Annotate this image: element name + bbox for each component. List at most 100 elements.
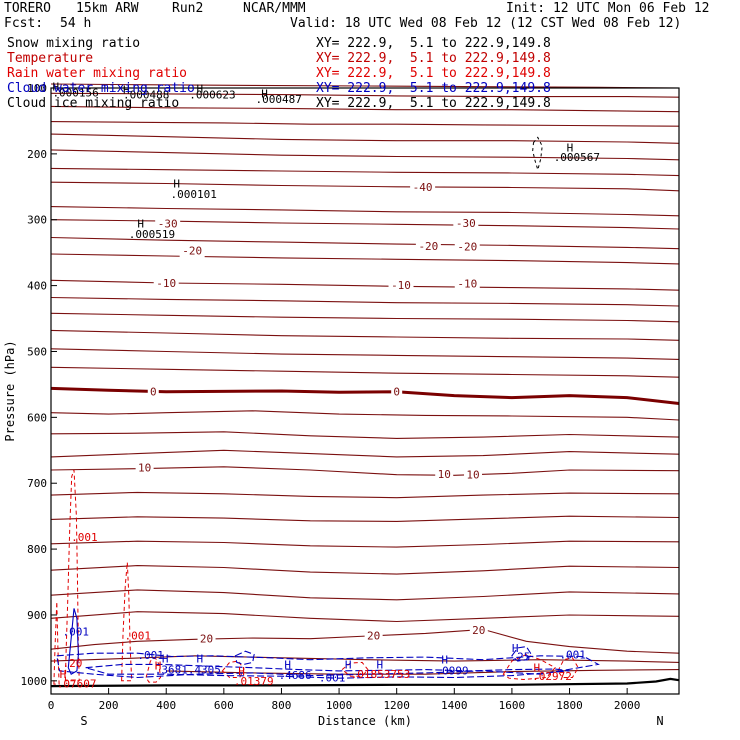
isotherm-line [50, 92, 680, 98]
temp-label-bg [454, 240, 480, 254]
temp-label-bg [453, 217, 479, 231]
cloud-water-label: .3681.4305 [155, 664, 221, 677]
cloud-water-label: H [512, 642, 519, 655]
cloud-water-label: .001 [559, 648, 586, 661]
y-tick-label: 700 [27, 477, 47, 490]
cloud-water-label: .25 [510, 650, 530, 663]
temp-label: -10 [391, 279, 411, 292]
cloud-water-label: .0999 [436, 664, 469, 677]
cloud-water-label: H [162, 652, 169, 665]
forecast-hour: 54 h [60, 16, 92, 31]
isotherm-line [50, 410, 680, 421]
isotherm-line [50, 329, 680, 341]
y-tick-label: 400 [27, 280, 47, 293]
temp-label: 20 [200, 633, 213, 646]
cloud-water-label: H [441, 654, 448, 667]
x-tick-label: 1800 [556, 699, 583, 712]
isotherm-line [50, 312, 680, 323]
rain-label: H [238, 665, 245, 678]
init-time: Init: 12 UTC Mon 06 Feb 12 [506, 1, 710, 16]
cloud-water-label: H [377, 658, 384, 671]
isotherm-line [50, 206, 680, 217]
snow-label: .000567 [554, 151, 600, 164]
rain-contour [341, 661, 369, 677]
forecast-label: Fcst: [4, 16, 44, 31]
temp-label-bg [153, 276, 179, 290]
contour-labels: -40 -30 -30 -20 -20 -20 -10 -10 -10 0 0 10 10 10 20 20 2… [52, 81, 600, 691]
y-tick-label-top: 100 [27, 82, 47, 95]
legend-temperature: Temperature [7, 51, 94, 66]
temp-label: 0 [393, 386, 400, 399]
y-tick-label: 1000 [21, 675, 48, 688]
legend-cloud-ice: Cloud ice mixing ratio [7, 96, 180, 111]
temp-label-bg [415, 240, 441, 254]
x-tick-label: 600 [214, 699, 234, 712]
isotherm-line [50, 491, 680, 499]
isotherm-line [50, 431, 680, 439]
cloud-water-label: H [284, 658, 291, 671]
temp-label: -20 [418, 240, 438, 253]
isotherm-line [50, 279, 680, 291]
isotherm-line [50, 105, 680, 113]
xy-cloud-water: XY= 222.9, 5.1 to 222.9,149.8 [316, 81, 551, 96]
x-tick-label: 1400 [441, 699, 468, 712]
rain-label: .07607 [57, 677, 97, 690]
rain-label: .01379 [234, 675, 274, 688]
rain-contour [145, 657, 162, 683]
xy-rain: XY= 222.9, 5.1 to 222.9,149.8 [316, 66, 551, 81]
rain-contour [502, 653, 556, 681]
temp-label-bg [391, 385, 403, 399]
temp-label-bg [454, 277, 480, 291]
snow-contour [532, 136, 543, 172]
x-tick-label: 2000 [614, 699, 641, 712]
snow-label: H [261, 87, 268, 100]
temp-label: -40 [413, 181, 433, 194]
temp-label-bg [410, 180, 436, 194]
temp-label: 10 [438, 468, 451, 481]
cloud-water-contour [511, 646, 532, 662]
temp-label-bg [364, 629, 383, 643]
temp-label-bg [464, 468, 483, 482]
temp-label: -10 [457, 278, 477, 291]
isotherm-line [50, 540, 680, 548]
isotherm-line [50, 466, 680, 476]
x-tick-label: 1600 [499, 699, 526, 712]
isotherm-line [50, 589, 680, 601]
isotherm-line [50, 149, 680, 161]
y-tick-label: 300 [27, 214, 47, 227]
isotherm-line [50, 167, 680, 177]
isotherm-line [50, 515, 680, 522]
temp-label-bg [197, 632, 216, 646]
north-label: N [656, 714, 663, 728]
rain-label: .001 [71, 531, 98, 544]
rain-contour [221, 660, 245, 678]
isotherm-line [50, 565, 680, 575]
x-axis-label: Distance (km) [318, 714, 412, 728]
south-label: S [80, 714, 87, 728]
legend-snow: Snow mixing ratio [7, 36, 141, 51]
model-run: Run2 [172, 1, 204, 16]
isotherm-line [50, 253, 680, 265]
temp-label: -10 [156, 277, 176, 290]
temp-label-bg [147, 385, 159, 399]
y-axis-label: Pressure (hPa) [3, 340, 17, 441]
snow-label: .000488 [123, 89, 169, 102]
y-tick-label: 500 [27, 345, 47, 358]
isotherm-line [50, 121, 680, 127]
rain-label: .001 [124, 629, 150, 642]
rain-label: .02972 [532, 670, 572, 683]
snow-label: H [196, 83, 203, 96]
isotherm-line [50, 611, 680, 623]
ground-line [50, 677, 680, 688]
temp-label: 20 [367, 629, 380, 642]
x-tick-label: 1000 [326, 699, 353, 712]
legend-rain: Rain water mixing ratio [7, 66, 188, 81]
cloud-water-contours [56, 608, 600, 679]
rain-label: H [534, 662, 541, 675]
x-tick-label: 0 [48, 699, 55, 712]
rain-label: H [155, 660, 162, 673]
cloud-water-contour [56, 652, 600, 679]
temp-label-bg [469, 624, 488, 638]
x-tick-label: 200 [99, 699, 119, 712]
cloud-water-label: H [345, 658, 352, 671]
